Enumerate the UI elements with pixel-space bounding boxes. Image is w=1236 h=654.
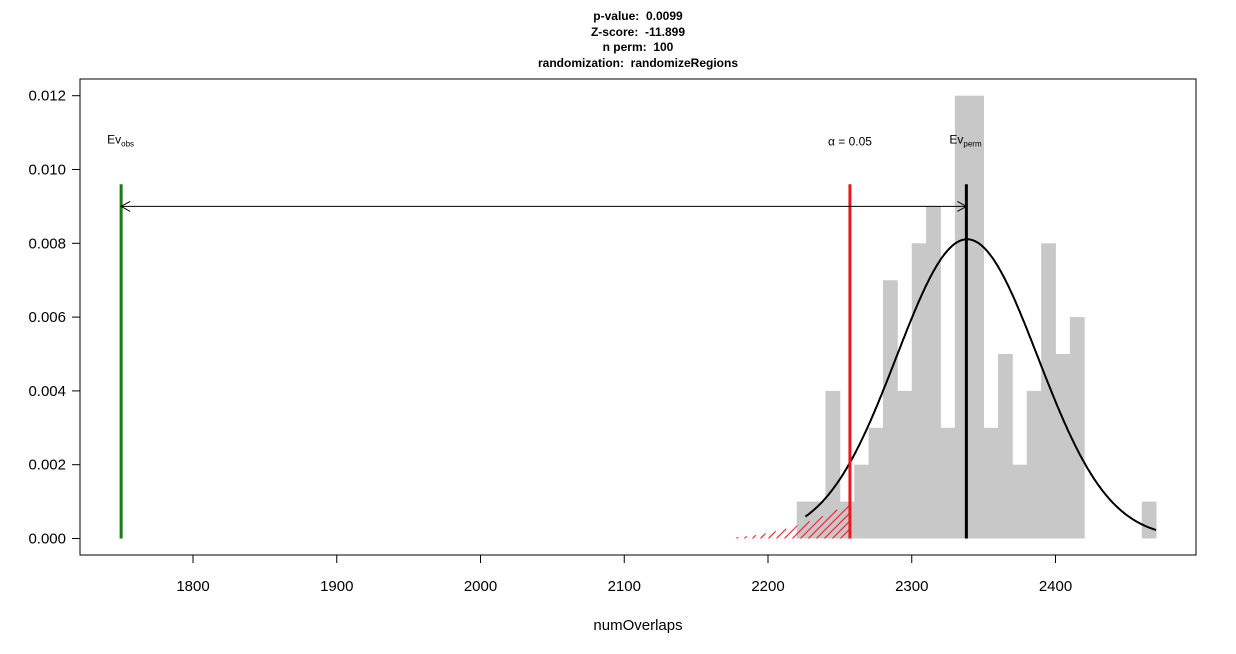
alpha-region-hatch (808, 509, 838, 539)
alpha-label: α = 0.05 (828, 135, 872, 149)
x-tick-label: 2300 (895, 578, 928, 595)
alpha-region-hatch (768, 530, 776, 539)
x-tick-label: 2100 (608, 578, 641, 595)
alpha-region-hatch (800, 515, 824, 539)
histogram-bar (940, 427, 956, 539)
histogram-bar (868, 427, 884, 539)
alpha-region-hatch (736, 536, 739, 539)
x-tick-label: 1800 (176, 578, 209, 595)
histogram-bar (1041, 243, 1056, 539)
histogram-bar (983, 427, 999, 539)
y-tick-label: 0.006 (28, 309, 66, 326)
histogram-bar (796, 501, 812, 539)
title-line-nperm: n perm: 100 (602, 40, 674, 54)
arrow-head-right (957, 200, 968, 212)
ev-obs-label: Evobs (107, 133, 134, 149)
arrow-head-left (120, 200, 131, 212)
y-tick-label: 0.012 (28, 88, 66, 105)
title-line-zscore: Z-score: -11.899 (590, 24, 686, 39)
y-tick-label: 0.004 (28, 383, 66, 400)
alpha-region-hatch (784, 525, 798, 539)
histogram-bar (1069, 317, 1085, 539)
alpha-region-hatch (824, 492, 850, 539)
x-tick-label: 1900 (320, 578, 353, 595)
y-tick-label: 0.010 (28, 162, 66, 179)
title-line-pvalue: p-value: 0.0099 (593, 9, 683, 23)
histogram-bar (1012, 464, 1028, 539)
histogram-bar (1055, 354, 1071, 539)
histogram-bar (883, 280, 898, 539)
chart-title: p-value: 0.0099 Z-score: -11.899 n perm:… (0, 9, 1236, 71)
histogram-bar (911, 243, 927, 539)
y-tick-label: 0.002 (28, 457, 66, 474)
histogram-bar (969, 95, 985, 539)
y-tick-label: 0.008 (28, 235, 66, 252)
histogram-bar (926, 206, 941, 539)
alpha-region-hatch (760, 532, 767, 539)
ev-perm-label: Evperm (949, 133, 982, 149)
alpha-region-hatch (832, 481, 850, 539)
x-tick-label: 2000 (464, 578, 497, 595)
histogram-bar (998, 354, 1013, 539)
title-line-randomization: randomization: randomizeRegions (537, 55, 738, 70)
alpha-region-hatch (752, 534, 757, 539)
histogram-bar (1141, 501, 1157, 539)
normal-density-curve (804, 238, 1157, 532)
alpha-region-hatch (792, 520, 810, 539)
histogram-bar (825, 390, 841, 539)
histogram-bar (854, 464, 870, 539)
alpha-region-hatch (816, 501, 850, 539)
y-tick-label: 0.000 (28, 531, 66, 548)
histogram-bar (1026, 390, 1042, 539)
x-tick-label: 2200 (751, 578, 784, 595)
x-axis-label: numOverlaps (593, 617, 682, 634)
histogram-bar (897, 390, 913, 539)
alpha-region-hatch (744, 535, 748, 539)
alpha-region-hatch (776, 528, 787, 539)
x-tick-label: 2400 (1039, 578, 1072, 595)
